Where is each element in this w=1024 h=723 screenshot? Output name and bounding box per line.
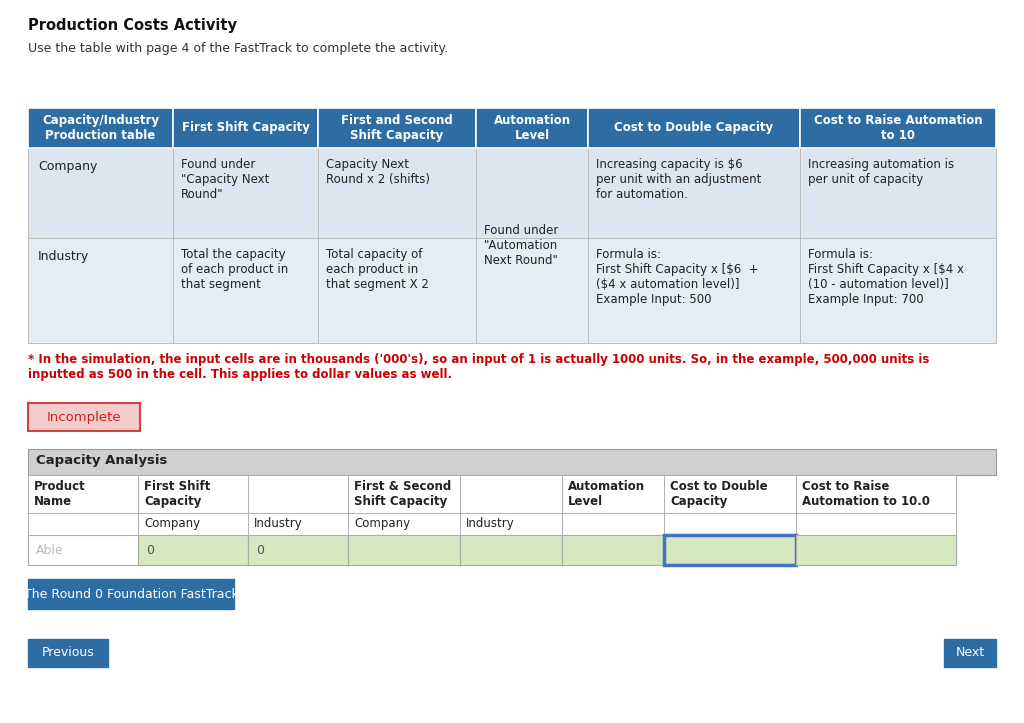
Bar [460,535,562,565]
Bar [28,475,138,513]
Bar [476,108,588,148]
Text: Formula is:
First Shift Capacity x [$6  +
($4 x automation level)]
Example Input: Formula is: First Shift Capacity x [$6 +… [596,248,759,306]
Bar [248,513,348,535]
Bar [28,238,173,343]
Bar [173,108,318,148]
Bar [173,148,318,238]
Bar [664,513,796,535]
Bar [318,108,476,148]
Bar [28,148,173,238]
Text: Cost to Raise Automation
to 10: Cost to Raise Automation to 10 [814,114,982,142]
Bar [28,639,108,667]
Text: First & Second
Shift Capacity: First & Second Shift Capacity [354,480,452,508]
Text: First Shift Capacity: First Shift Capacity [181,121,309,134]
Text: The Round 0 Foundation FastTrack: The Round 0 Foundation FastTrack [24,588,239,601]
Text: Increasing automation is
per unit of capacity: Increasing automation is per unit of cap… [808,158,954,186]
Bar [348,513,460,535]
Text: Incomplete: Incomplete [47,411,121,424]
Text: Industry: Industry [38,250,89,263]
Bar [28,108,173,148]
Bar [28,513,138,535]
Text: Capacity Analysis: Capacity Analysis [36,454,167,467]
Text: Total capacity of
each product in
that segment X 2: Total capacity of each product in that s… [326,248,429,291]
Bar [664,535,796,565]
Text: 0: 0 [256,544,264,557]
Bar [28,449,996,475]
Bar [460,475,562,513]
Bar [588,108,800,148]
Text: Company: Company [144,517,200,530]
Text: Company: Company [38,160,97,173]
Text: Next: Next [955,646,984,659]
Bar [796,535,956,565]
Text: Use the table with page 4 of the FastTrack to complete the activity.: Use the table with page 4 of the FastTra… [28,42,449,55]
Text: Product
Name: Product Name [34,480,86,508]
Bar [562,535,664,565]
Text: Automation
Level: Automation Level [494,114,570,142]
Text: 0: 0 [146,544,154,557]
Text: Capacity/Industry
Production table: Capacity/Industry Production table [42,114,159,142]
Bar [588,238,800,343]
Text: Capacity Next
Round x 2 (shifts): Capacity Next Round x 2 (shifts) [326,158,430,186]
Bar [28,535,138,565]
Bar [318,148,476,238]
Text: First and Second
Shift Capacity: First and Second Shift Capacity [341,114,453,142]
Bar [28,579,234,609]
Text: Formula is:
First Shift Capacity x [$4 x
(10 - automation level)]
Example Input:: Formula is: First Shift Capacity x [$4 x… [808,248,964,306]
Bar [138,535,248,565]
Bar [476,148,588,238]
Bar [796,513,956,535]
Text: Previous: Previous [42,646,94,659]
Bar [664,475,796,513]
Bar [800,148,996,238]
Bar [796,475,956,513]
Bar [348,535,460,565]
Bar [562,475,664,513]
Bar [476,238,588,343]
Text: Found under
"Automation
Next Round": Found under "Automation Next Round" [484,224,558,267]
Bar [460,513,562,535]
Text: Industry: Industry [254,517,303,530]
Bar [588,148,800,238]
Text: Increasing capacity is $6
per unit with an adjustment
for automation.: Increasing capacity is $6 per unit with … [596,158,762,201]
Bar [248,475,348,513]
Bar [800,238,996,343]
Bar [248,535,348,565]
Text: Industry: Industry [466,517,515,530]
Bar [28,403,140,431]
Bar [800,108,996,148]
Text: Cost to Raise
Automation to 10.0: Cost to Raise Automation to 10.0 [802,480,930,508]
Text: Total the capacity
of each product in
that segment: Total the capacity of each product in th… [181,248,288,291]
Bar [562,513,664,535]
Text: Automation
Level: Automation Level [568,480,645,508]
Bar [318,238,476,343]
Text: Company: Company [354,517,411,530]
Bar [138,475,248,513]
Bar [138,513,248,535]
Text: Cost to Double
Capacity: Cost to Double Capacity [670,480,768,508]
Text: Cost to Double Capacity: Cost to Double Capacity [614,121,773,134]
Text: First Shift
Capacity: First Shift Capacity [144,480,210,508]
Bar [348,475,460,513]
Bar [944,639,996,667]
Text: * In the simulation, the input cells are in thousands ('000's), so an input of 1: * In the simulation, the input cells are… [28,353,930,381]
Text: Production Costs Activity: Production Costs Activity [28,18,237,33]
Text: Found under
"Capacity Next
Round": Found under "Capacity Next Round" [181,158,269,201]
Text: Able: Able [36,544,63,557]
Bar [173,238,318,343]
